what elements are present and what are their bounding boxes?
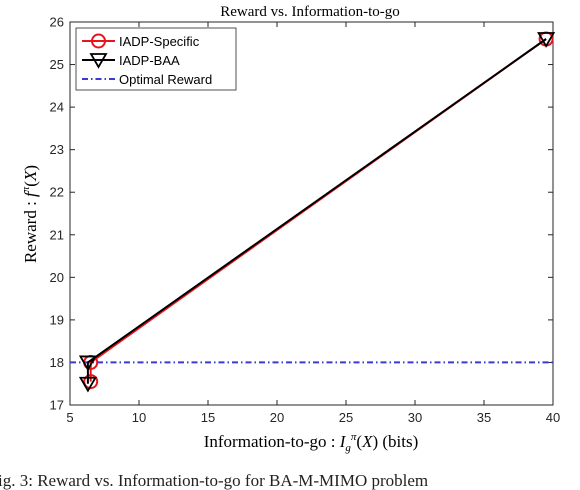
x-tick-label: 35 — [477, 410, 491, 425]
x-tick-label: 40 — [546, 410, 560, 425]
chart-title: Reward vs. Information-to-go — [220, 4, 400, 20]
axis-ticks: 5 10 15 20 25 30 35 40 17 18 19 20 21 22 23 24 25 26 — [50, 15, 561, 426]
y-tick-label: 18 — [50, 355, 64, 370]
x-tick-label: 30 — [408, 410, 422, 425]
y-tick-label: 23 — [50, 142, 64, 157]
series-line-iadp-baa — [86, 38, 547, 384]
y-tick-label: 24 — [50, 100, 64, 115]
x-tick-label: 20 — [270, 410, 284, 425]
y-tick-label: 26 — [50, 15, 64, 30]
x-tick-label: 15 — [201, 410, 215, 425]
point-iadp-baa — [537, 32, 556, 48]
point-iadp-baa — [78, 355, 97, 372]
series-layer — [70, 31, 556, 393]
x-tick-label: 25 — [339, 410, 353, 425]
legend-label-iadp-specific: IADP-Specific — [119, 34, 200, 49]
point-iadp-baa — [78, 376, 97, 393]
y-tick-label: 25 — [50, 57, 64, 72]
point-iadp-specific — [83, 374, 99, 390]
y-axis-label: Reward : fπ(X) — [20, 165, 40, 263]
y-tick-label: 22 — [50, 185, 64, 200]
legend-marker-iadp-baa — [89, 53, 108, 69]
x-tick-label: 5 — [66, 410, 73, 425]
y-tick-label: 17 — [50, 398, 64, 413]
legend-label-iadp-baa: IADP-BAA — [119, 53, 180, 68]
legend: IADP-Specific IADP-BAA Optimal Reward — [75, 27, 237, 91]
legend-label-optimal-reward: Optimal Reward — [119, 72, 212, 87]
plot-frame — [69, 21, 554, 406]
x-tick-label: 10 — [132, 410, 146, 425]
legend-marker-iadp-specific — [91, 33, 106, 49]
figure-caption: ig. 3: Reward vs. Information-to-go for … — [0, 471, 428, 490]
y-tick-label: 21 — [50, 227, 64, 242]
y-tick-label: 20 — [50, 270, 64, 285]
x-axis-label: Information-to-go : Igπ(X) (bits) — [204, 431, 419, 454]
y-tick-label: 19 — [50, 312, 64, 327]
